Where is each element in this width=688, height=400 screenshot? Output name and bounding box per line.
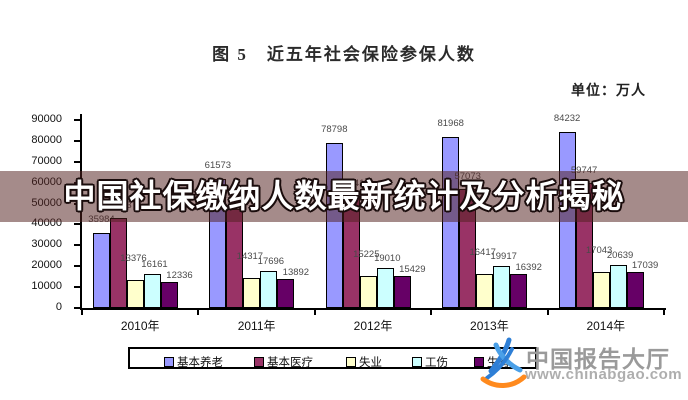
bar-value-label: 20639	[606, 249, 634, 261]
y-axis-tick-label: 80000	[31, 133, 62, 146]
y-axis-tick	[74, 265, 81, 268]
x-axis-line	[80, 308, 666, 310]
bar-工伤-2010年	[144, 274, 161, 308]
bar-value-label: 13892	[282, 266, 310, 278]
watermark-site-name: 中国报告大厅	[526, 346, 670, 372]
y-axis-tick	[74, 160, 81, 163]
y-axis-tick	[74, 119, 81, 121]
y-axis-tick-label: 0	[55, 301, 62, 313]
bar-失业-2010年	[127, 280, 144, 308]
bar-value-label: 16392	[515, 261, 542, 273]
bar-value-label: 17039	[631, 260, 659, 272]
x-axis-tick	[197, 310, 200, 315]
x-axis-category-label: 2011年	[237, 319, 276, 333]
legend-item-工伤: 工伤	[412, 353, 448, 369]
y-axis-tick-label: 20000	[31, 259, 62, 272]
y-axis-tick	[74, 139, 81, 142]
legend-item-基本养老: 基本养老	[164, 353, 223, 369]
x-axis-tick	[663, 310, 665, 315]
legend-label: 基本养老	[177, 356, 223, 369]
x-axis-category-label: 2013年	[470, 319, 509, 333]
bar-value-label: 12336	[166, 270, 193, 282]
legend-item-基本医疗: 基本医疗	[254, 353, 313, 369]
bar-生育-2010年	[161, 282, 178, 308]
bar-value-label: 16417	[469, 246, 496, 258]
x-axis-tick	[546, 310, 549, 315]
x-axis-tick	[430, 310, 433, 315]
watermark-site-url: www.chinabgao.com	[525, 366, 683, 383]
legend: 基本养老 基本医疗 失业 工伤 生育	[128, 347, 537, 369]
unit-label: 单位：万人	[571, 84, 646, 99]
bar-失业-2011年	[243, 278, 261, 308]
y-axis-tick-label: 90000	[31, 113, 62, 125]
y-axis-tick	[74, 307, 81, 309]
bar-value-label: 59747	[562, 165, 606, 176]
y-axis-tick-label: 70000	[31, 154, 62, 167]
legend-item-失业: 失业	[346, 353, 382, 369]
bar-基本养老-2012年	[325, 143, 343, 308]
bar-value-label: 17043	[585, 245, 613, 257]
bar-value-label: 61573	[204, 160, 232, 172]
bar-基本养老-2010年	[93, 232, 110, 308]
bar-工伤-2011年	[260, 271, 278, 308]
legend-swatch-icon	[346, 356, 356, 367]
bar-value-label: 14317	[236, 251, 264, 263]
x-axis-category-label: 2012年	[353, 319, 393, 333]
bar-value-label: 78798	[321, 124, 348, 136]
legend-swatch-icon	[254, 356, 264, 367]
bar-工伤-2012年	[376, 268, 394, 308]
bar-工伤-2014年	[609, 264, 627, 308]
y-axis-tick	[74, 244, 81, 247]
bar-value-label: 81968	[437, 117, 464, 129]
y-axis-tick-label: 10000	[31, 280, 62, 293]
headline-banner: 中国社保缴纳人数最新统计及分析揭秘	[0, 171, 688, 222]
x-axis-tick	[313, 310, 316, 315]
bar-生育-2011年	[277, 278, 295, 308]
legend-swatch-icon	[164, 356, 174, 367]
bar-value-label: 17696	[257, 256, 285, 268]
bar-value-label: 19917	[490, 251, 517, 263]
bar-基本养老-2013年	[442, 136, 460, 308]
bar-value-label: 13376	[120, 253, 147, 265]
bar-生育-2012年	[393, 275, 411, 308]
bar-失业-2012年	[359, 276, 377, 308]
x-axis-category-label: 2014年	[586, 319, 626, 333]
chinabgao-logo-icon	[480, 337, 527, 388]
bar-生育-2013年	[510, 273, 528, 308]
legend-label: 基本医疗	[267, 356, 313, 369]
headline-text: 中国社保缴纳人数最新统计及分析揭秘	[63, 178, 625, 214]
legend-swatch-icon	[474, 356, 484, 367]
bar-失业-2014年	[592, 272, 610, 308]
x-axis-tick	[81, 310, 83, 315]
bar-value-label: 16161	[141, 259, 168, 271]
legend-label: 工伤	[425, 356, 448, 369]
x-axis-category-label: 2010年	[120, 319, 160, 333]
bar-value-label: 84232	[553, 113, 581, 125]
bar-失业-2013年	[476, 273, 494, 308]
y-axis-tick-label: 30000	[31, 238, 62, 251]
bar-value-label: 15225	[353, 249, 380, 261]
bar-工伤-2013年	[493, 266, 511, 308]
bar-value-label: 15429	[399, 263, 426, 275]
y-axis-tick	[74, 223, 81, 226]
bar-生育-2014年	[626, 272, 644, 308]
legend-label: 失业	[359, 356, 382, 369]
legend-swatch-icon	[412, 356, 422, 367]
bar-value-label: 19010	[374, 253, 401, 265]
y-axis-tick	[74, 286, 81, 289]
figure-title: 图 5 近五年社会保险参保人数	[212, 45, 476, 64]
